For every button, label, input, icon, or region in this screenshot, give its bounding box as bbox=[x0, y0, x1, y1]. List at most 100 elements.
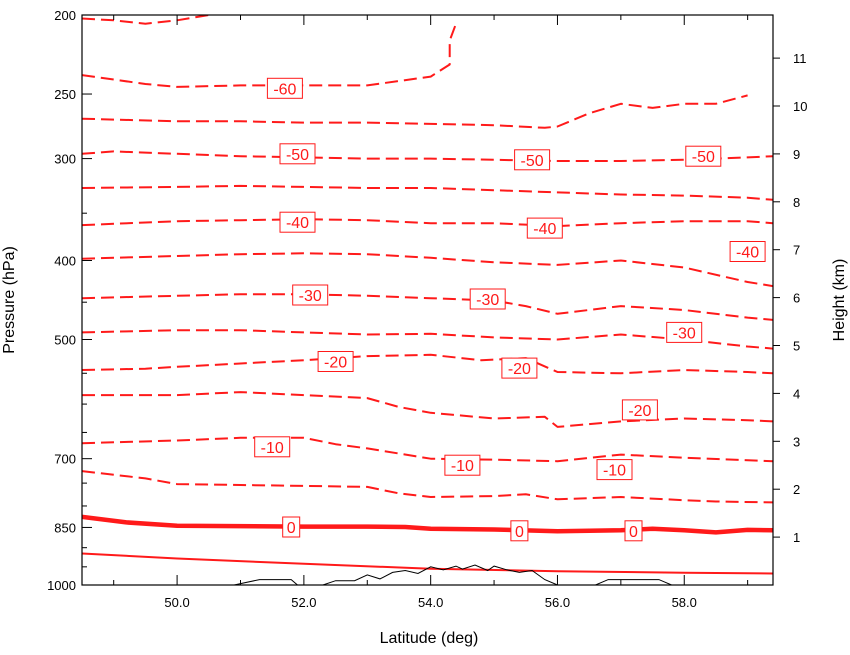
contour-label-box bbox=[624, 520, 643, 542]
x-axis-title: Latitude (deg) bbox=[380, 630, 479, 647]
contour-layer bbox=[82, 15, 773, 575]
contour-label-text: -10 bbox=[603, 463, 626, 480]
y-right-tick-label: 3 bbox=[793, 434, 800, 449]
contour-label: -40 bbox=[279, 211, 316, 233]
contour-label: -10 bbox=[254, 436, 291, 458]
y-right-tick-label: 11 bbox=[793, 51, 807, 66]
contour-label-box bbox=[279, 143, 316, 165]
y-left-tick-label: 500 bbox=[54, 333, 76, 348]
terrain-layer bbox=[233, 564, 672, 585]
contour-line-minus5 bbox=[82, 470, 773, 504]
contour-label-text: -30 bbox=[673, 325, 696, 342]
y-axis-left-title: Pressure (hPa) bbox=[1, 246, 18, 354]
contour-label-box bbox=[266, 77, 303, 99]
contour-label-box bbox=[292, 284, 329, 306]
contour-label-box bbox=[596, 459, 633, 481]
x-tick-label: 56.0 bbox=[545, 595, 570, 610]
contour-label-text: -30 bbox=[476, 292, 499, 309]
x-tick-label: 52.0 bbox=[291, 595, 316, 610]
contour-label-text: -20 bbox=[508, 361, 531, 378]
y-right-tick-label: 5 bbox=[793, 339, 800, 354]
y-right-tick-label: 6 bbox=[793, 291, 800, 306]
contour-line-minus30 bbox=[82, 293, 773, 321]
contour-label-text: -10 bbox=[451, 458, 474, 475]
contour-label-box bbox=[621, 399, 658, 421]
y-right-tick-label: 8 bbox=[793, 195, 800, 210]
y-right-tick-label: 4 bbox=[793, 386, 800, 401]
contour-line-minus50 bbox=[82, 150, 773, 162]
contour-label: -50 bbox=[279, 143, 316, 165]
contour-label-text: -30 bbox=[299, 288, 322, 305]
contour-label-box bbox=[526, 217, 563, 239]
contour-label-box bbox=[317, 351, 354, 372]
contour-label: -20 bbox=[621, 399, 658, 421]
terrain-outline bbox=[233, 564, 672, 585]
contour-label-box bbox=[510, 520, 529, 542]
contour-label-text: 0 bbox=[515, 524, 524, 541]
contour-line-minus35 bbox=[82, 252, 773, 288]
contour-label-text: -40 bbox=[533, 221, 556, 238]
contour-label-text: -50 bbox=[521, 153, 544, 170]
y-left-tick-label: 200 bbox=[54, 8, 76, 23]
plot-frame bbox=[81, 14, 774, 586]
y-left-tick-label: 400 bbox=[54, 253, 76, 268]
contour-label-text: -40 bbox=[286, 215, 309, 232]
contour-label-text: 0 bbox=[629, 524, 638, 541]
y-right-tick-label: 7 bbox=[793, 243, 800, 258]
contour-line-minus40 bbox=[82, 218, 773, 228]
contour-label-layer: -60 -50 -50 -50 -40 -40 -40 -30 -30 -30 -20 -20 -20 -… bbox=[254, 77, 766, 542]
contour-label-box bbox=[279, 211, 316, 233]
contour-label: 0 bbox=[624, 520, 643, 542]
contour-line-minus60 bbox=[82, 23, 457, 88]
contour-label-box bbox=[685, 145, 722, 167]
contour-label: -30 bbox=[469, 288, 506, 310]
contour-label: -10 bbox=[444, 454, 481, 476]
contour-label-box bbox=[254, 436, 291, 458]
y-left-tick-label: 1000 bbox=[47, 578, 76, 593]
contour-label-box bbox=[469, 288, 506, 310]
y-axis-right-title: Height (km) bbox=[831, 259, 848, 342]
x-tick-label: 50.0 bbox=[164, 595, 189, 610]
contour-label-text: -50 bbox=[692, 149, 715, 166]
contour-label-text: -20 bbox=[324, 355, 347, 372]
y-left-tick-label: 700 bbox=[54, 452, 76, 467]
contour-line-minus15 bbox=[82, 391, 773, 428]
x-tick-label: 54.0 bbox=[418, 595, 443, 610]
y-left-tick-label: 300 bbox=[54, 152, 76, 167]
contour-label-box bbox=[282, 516, 301, 538]
x-tick-label: 58.0 bbox=[672, 595, 697, 610]
contour-line-0 bbox=[82, 514, 773, 535]
contour-label: -20 bbox=[317, 351, 354, 372]
contour-line-minus45 bbox=[82, 184, 773, 201]
contour-label: -30 bbox=[666, 321, 703, 343]
contour-label-box bbox=[444, 454, 481, 476]
contour-label: -40 bbox=[526, 217, 563, 239]
contour-label-box bbox=[501, 357, 538, 379]
contour-label-text: 0 bbox=[287, 520, 296, 537]
contour-label-box bbox=[514, 149, 551, 171]
contour-label-text: -20 bbox=[628, 403, 651, 420]
y-left-tick-label: 250 bbox=[54, 87, 76, 102]
contour-label: -40 bbox=[729, 241, 766, 262]
contour-label-box bbox=[729, 241, 766, 262]
y-right-tick-label: 10 bbox=[793, 99, 807, 114]
y-right-tick-label: 9 bbox=[793, 147, 800, 162]
contour-label-text: -40 bbox=[736, 245, 759, 262]
contour-line-5 bbox=[82, 552, 773, 575]
contour-label-box bbox=[666, 321, 703, 343]
axis-layer: 50.0 52.0 54.0 56.0 58.020025030040050070085… bbox=[47, 8, 807, 610]
contour-line-minus55 bbox=[82, 94, 748, 129]
contour-label: -50 bbox=[514, 149, 551, 171]
contour-line-minus65 bbox=[82, 15, 209, 25]
contour-line-minus10 bbox=[82, 436, 773, 463]
contour-line-minus20 bbox=[82, 353, 773, 375]
y-left-tick-label: 850 bbox=[54, 520, 76, 535]
contour-label-text: -50 bbox=[286, 147, 309, 164]
contour-label-text: -60 bbox=[273, 81, 296, 98]
contour-label: -30 bbox=[292, 284, 329, 306]
contour-label: 0 bbox=[282, 516, 301, 538]
contour-label: 0 bbox=[510, 520, 529, 542]
contour-label-text: -10 bbox=[261, 440, 284, 457]
